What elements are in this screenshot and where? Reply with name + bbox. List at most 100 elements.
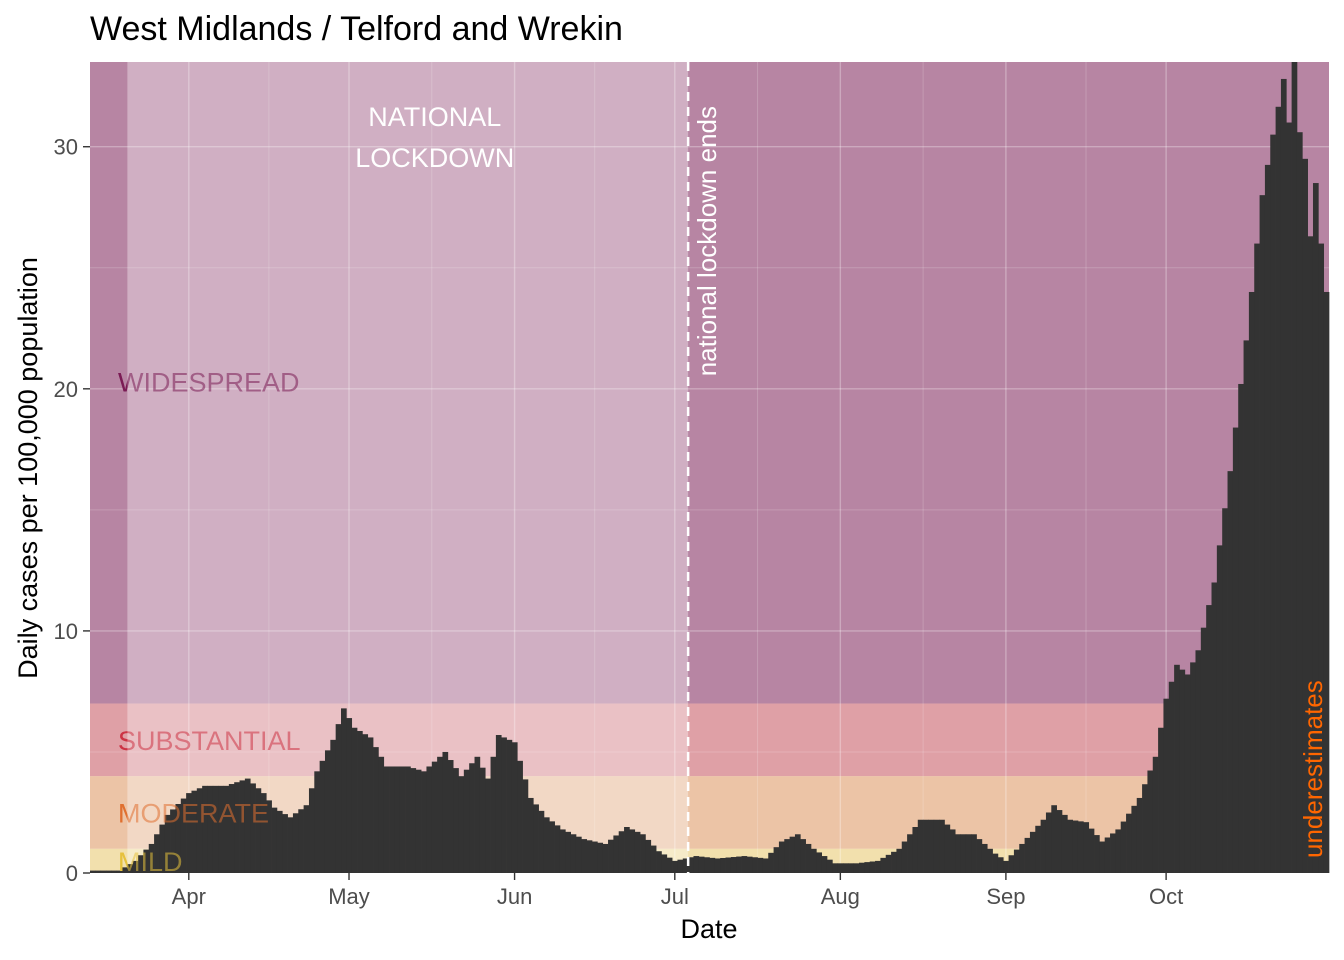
bar — [559, 829, 566, 873]
bar — [1280, 78, 1287, 873]
bar — [1029, 831, 1036, 873]
bar — [816, 852, 823, 873]
bar — [661, 854, 668, 873]
bar — [1035, 825, 1041, 873]
bar — [1061, 814, 1068, 873]
bar — [1270, 134, 1276, 874]
bar — [1045, 812, 1052, 873]
bar — [698, 856, 705, 873]
bar — [1147, 770, 1154, 873]
bar — [1243, 340, 1250, 874]
bar — [602, 843, 609, 873]
bar — [586, 840, 593, 873]
bar — [1019, 843, 1025, 873]
x-tick-label: Apr — [172, 884, 206, 909]
bar — [554, 825, 561, 873]
bar — [527, 797, 534, 873]
bar — [244, 778, 251, 873]
bar — [939, 819, 945, 873]
bar — [442, 751, 449, 873]
bar — [100, 870, 107, 873]
bar — [768, 852, 774, 873]
bar — [1302, 158, 1308, 873]
bar — [859, 862, 865, 873]
bar — [1211, 582, 1218, 873]
band-label-substantial: SUBSTANTIAL — [118, 726, 301, 756]
bar — [693, 856, 700, 873]
bar — [191, 790, 198, 873]
band-substantial — [90, 703, 1329, 777]
bar-series — [90, 62, 1330, 874]
bar — [1094, 835, 1100, 873]
x-tick-label: Jul — [661, 884, 689, 909]
bar — [1254, 243, 1260, 874]
bar — [864, 862, 871, 873]
bar — [479, 767, 486, 873]
bar — [634, 831, 641, 873]
x-tick-label: Jun — [497, 884, 532, 909]
bar — [949, 829, 956, 873]
bar — [1008, 855, 1015, 873]
bar — [880, 857, 887, 873]
bar — [250, 783, 256, 873]
bar — [186, 793, 192, 873]
bar — [357, 730, 363, 873]
bar — [837, 863, 844, 873]
bar — [319, 760, 326, 873]
bar — [645, 839, 652, 873]
bar — [1067, 819, 1074, 873]
bar — [111, 870, 118, 873]
bar — [613, 835, 620, 873]
bar — [1163, 698, 1170, 873]
bar — [1158, 727, 1164, 873]
bar — [207, 785, 214, 873]
bar — [666, 857, 673, 873]
bar — [1013, 849, 1020, 873]
bar — [1115, 829, 1122, 873]
bar — [1131, 805, 1138, 873]
bar — [848, 863, 855, 873]
bar — [95, 870, 102, 873]
bar — [928, 819, 935, 873]
bar — [346, 718, 353, 873]
bar — [736, 856, 742, 873]
bar — [1083, 822, 1090, 873]
bar — [1195, 650, 1202, 873]
bar — [490, 756, 497, 873]
bar — [533, 804, 539, 873]
bar — [426, 766, 433, 873]
bar — [1312, 183, 1319, 873]
band-label-widespread-strong: WIDESPREAD — [118, 368, 300, 398]
bar — [362, 734, 369, 873]
axes: 0 10 20 30 Apr May Jun Jul Aug Sep Oct — [54, 135, 1184, 909]
bar — [138, 855, 144, 873]
band-label-widespread: WIDESPREAD — [118, 368, 300, 398]
band-label-mild-strong: MILD — [118, 847, 183, 877]
bar — [923, 819, 929, 873]
bar — [132, 860, 139, 873]
bar — [1216, 545, 1223, 873]
bar — [324, 750, 331, 873]
bar — [1286, 122, 1292, 873]
bar — [805, 843, 812, 873]
bar — [116, 870, 123, 873]
bar — [378, 756, 385, 873]
bar — [794, 834, 801, 873]
bar — [741, 856, 748, 873]
x-tick-label: Aug — [821, 884, 860, 909]
bar — [1152, 756, 1159, 873]
x-tick-label: Oct — [1149, 884, 1183, 909]
bar — [901, 841, 908, 873]
bar — [314, 771, 320, 873]
band-label-mild: MILD — [118, 847, 183, 877]
bar — [730, 857, 737, 873]
bar — [511, 742, 518, 873]
bar — [992, 853, 999, 873]
bar — [987, 848, 993, 873]
bar — [624, 827, 630, 873]
bar — [341, 708, 347, 873]
bar — [778, 841, 785, 873]
bar — [912, 827, 919, 873]
bar — [447, 760, 454, 873]
bar — [1227, 471, 1234, 873]
